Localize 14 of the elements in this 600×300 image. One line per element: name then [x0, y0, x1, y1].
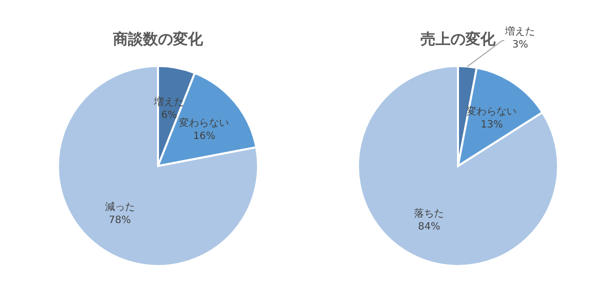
slice-label: 減った — [104, 201, 135, 214]
data-label: 13% — [480, 119, 503, 130]
data-label: 6% — [161, 110, 178, 122]
chart-title: 売上の変化 — [420, 30, 496, 48]
slice-label: 変わらない — [179, 116, 230, 129]
data-label: 16% — [193, 130, 216, 142]
slice-label: 増えた — [504, 26, 536, 38]
chart-title: 商談数の変化 — [112, 30, 204, 48]
data-label: 78% — [108, 215, 131, 226]
slice-label: 落ちた — [414, 208, 444, 220]
data-label: 3% — [512, 40, 528, 51]
pie-slice — [357, 65, 559, 267]
data-label: 84% — [418, 222, 440, 233]
pie-slice — [57, 65, 259, 267]
